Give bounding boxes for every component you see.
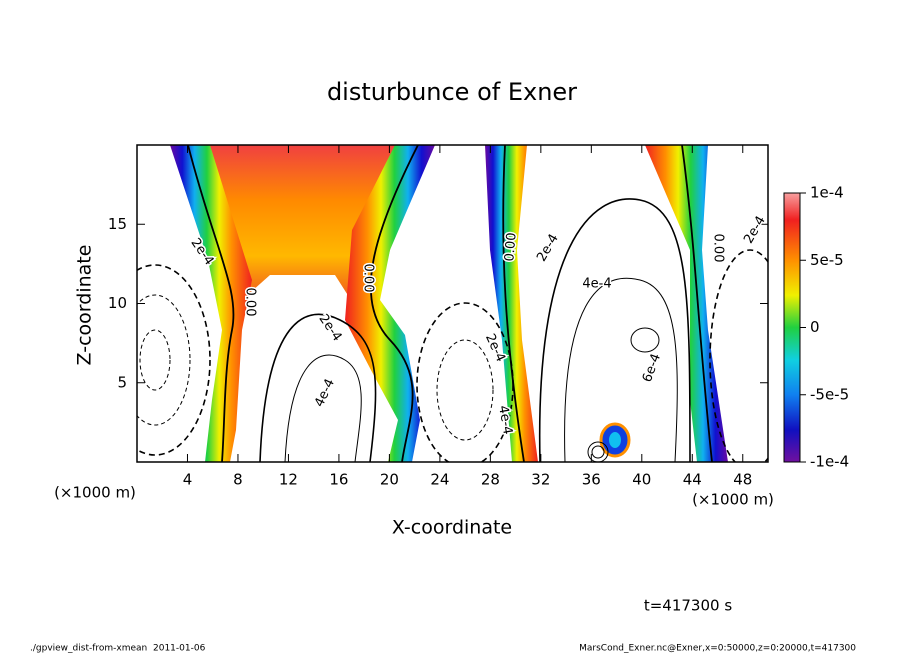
x-axis-label: X-coordinate — [392, 517, 512, 539]
x-tick-label: 32 — [531, 471, 550, 489]
contour-label: 0.00 — [502, 232, 519, 262]
x-tick-label: 44 — [683, 471, 702, 489]
contour-field — [137, 145, 768, 462]
colorbar-tick-label: 1e-4 — [810, 184, 844, 202]
y-tick-label: 5 — [117, 373, 127, 391]
chart-title: disturbunce of Exner — [327, 78, 577, 106]
contour-label: 0.00 — [711, 234, 726, 263]
y-tick-label: 15 — [108, 215, 127, 233]
x-tick-label: 48 — [733, 471, 752, 489]
x-tick-label: 36 — [582, 471, 601, 489]
y-unit-label: (×1000 m) — [54, 484, 136, 502]
colorbar-tick-label: 0 — [810, 318, 820, 336]
x-tick-label: 16 — [329, 471, 348, 489]
contour-blob — [609, 432, 621, 448]
plume-band — [170, 145, 252, 462]
x-tick-label: 28 — [481, 471, 500, 489]
contour-label: 0.00 — [243, 288, 258, 317]
colorbar-tick-label: 5e-5 — [810, 251, 844, 269]
time-label: t=417300 s — [644, 597, 732, 615]
plume-band — [645, 145, 728, 462]
contour-label: 4e-4 — [582, 277, 611, 292]
plume-band — [485, 145, 538, 462]
contour-label: 4e-4 — [495, 404, 515, 435]
x-tick-label: 8 — [233, 471, 243, 489]
colorbar — [783, 192, 801, 463]
footer-right: MarsCond_Exner.nc@Exner,x=0:50000,z=0:20… — [579, 644, 856, 654]
x-unit-label: (×1000 m) — [692, 491, 774, 509]
footer-left: ./gpview_dist-from-xmean 2011-01-06 — [30, 644, 206, 654]
x-tick-label: 4 — [183, 471, 193, 489]
contour-label: 2e-4 — [534, 232, 562, 265]
contour-label: 4e-4 — [312, 377, 338, 410]
x-tick-label: 20 — [380, 471, 399, 489]
contour-label: 0.00 — [361, 264, 376, 293]
colorbar-tick-label: -1e-4 — [810, 453, 849, 471]
contour-label: 2e-4 — [315, 312, 344, 345]
y-axis-label: Z-coordinate — [74, 245, 96, 366]
contour-lines — [137, 145, 768, 462]
x-tick-label: 12 — [279, 471, 298, 489]
contour-label: 2e-4 — [741, 214, 769, 247]
x-tick-label: 24 — [430, 471, 449, 489]
colorbar-tick-label: -5e-5 — [810, 385, 849, 403]
y-tick-label: 10 — [108, 294, 127, 312]
x-tick-label: 40 — [632, 471, 651, 489]
contour-label: 6e-4 — [640, 352, 664, 385]
